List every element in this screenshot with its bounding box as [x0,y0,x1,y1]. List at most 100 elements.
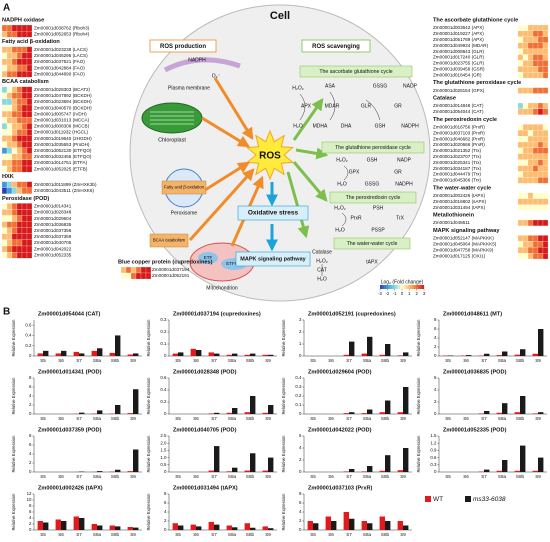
bar [214,412,220,414]
bar [466,355,472,356]
bar [97,348,103,356]
heatmap-cell [26,147,33,154]
heatmap-cell [542,42,549,49]
y-axis-label: Relative Expression [146,493,151,531]
bar [313,523,319,530]
heatmap-cell [11,98,18,106]
y-axis-label: Relative Expression [11,435,16,473]
heatmap-cell [1,46,8,53]
heatmap-cell [537,247,544,254]
heatmap-cell [21,104,28,112]
y-tick-label: 1.5 [160,448,167,453]
gene-label: Zm00001d052335 [34,252,72,257]
bar [190,524,196,530]
heatmap-cell [542,192,549,199]
box [301,39,371,53]
bar [178,525,184,530]
heatmap-cell [517,253,524,260]
heatmap-cell [16,24,23,32]
heatmap-cell [1,64,8,72]
cycle-arrow [365,99,381,121]
bar [232,353,238,356]
x-tick-label: S5 [175,358,181,363]
x-tick-label: S8a [93,532,102,537]
heatmap-cell [1,209,8,216]
chart-title: Zm00001d048611 (MT) [443,311,502,317]
colorbar-tick-label: 2 [415,291,418,296]
chem-label: NADPH [188,57,206,63]
x-tick-label: S9 [400,474,406,479]
bar [397,521,403,530]
y-tick-label: 0 [299,527,302,532]
heatmap-title: The ascorbate glutathione cycle [433,17,518,23]
heatmap-cell [522,108,529,115]
bar [268,354,274,356]
x-tick-label: S8b [381,474,390,479]
heatmap-cell [21,159,28,167]
y-tick-label: 6 [434,375,437,380]
heatmap-cell [517,136,524,143]
heatmap-cell [522,165,529,172]
bar [484,411,490,414]
heatmap-cell [21,181,28,188]
chart-title: Zm00001d031494 (tAPX) [173,485,238,491]
x-tick-label: S9 [265,474,271,479]
bar [73,516,79,530]
colorbar-cell [408,285,411,289]
heatmap-cell [11,92,18,100]
gene-label: Zm00001d040570 (BCKDH) [34,105,92,110]
heatmap-cell [542,72,549,79]
heatmap-cell [532,48,539,55]
heatmap-cell [21,70,28,78]
heatmap-cell [537,141,544,149]
heatmap-cell [527,42,534,49]
y-tick-label: 0.4 [295,375,302,380]
y-tick-label: 0 [29,527,32,532]
x-tick-label: S6 [58,358,64,363]
heatmap-cell [26,70,33,78]
x-tick-label: S7 [76,532,82,537]
chart-title: Zm00001d052191 (cupredoxines) [308,311,396,317]
y-axis-label: Relative Expression [416,319,421,357]
heatmap-cell [11,135,18,142]
heatmap-cell [125,266,132,274]
fatty-acid-label: Fatty acid β-oxidation [164,185,205,190]
heatmap-cell [1,52,8,59]
heatmap-cell [532,60,539,67]
heatmap-cell [527,72,534,79]
arrow [292,98,324,141]
heatmap-cell [522,72,529,79]
y-tick-label: 0 [434,353,437,358]
bar [244,523,250,530]
bar [520,445,526,472]
heatmap-cell [6,70,13,78]
heatmap-cell [21,46,28,53]
x-tick-label: S9 [400,358,406,363]
x-tick-label: S5 [40,416,46,421]
x-tick-label: S5 [40,474,46,479]
bar [262,354,268,356]
y-axis-label: Relative Expression [11,377,16,415]
bar [214,524,220,530]
heatmap-cell [527,87,534,94]
bar [361,353,367,356]
gene-label: Zm00001d003642 (APX) [433,25,484,30]
heatmap-title: Catalase [433,95,456,101]
bar [532,353,538,356]
heatmap-cell [26,209,33,216]
heatmap-cell [16,141,23,148]
gene-label: Zm00001d028348 [34,210,72,215]
heatmap-cell [26,104,33,112]
heatmap-cell [542,147,549,154]
heatmap-cell [1,181,8,188]
y-tick-label: 8 [164,491,167,496]
x-tick-label: S6 [328,474,334,479]
heatmap-cell [1,104,8,112]
heatmap-cell [542,108,549,115]
gene-label: Zm00001d044890 (FAO) [34,71,85,76]
y-tick-label: 8 [29,503,32,508]
heatmap-cell [1,86,8,93]
plasma-membrane [163,57,241,73]
bar [361,521,367,530]
bar [97,410,103,414]
